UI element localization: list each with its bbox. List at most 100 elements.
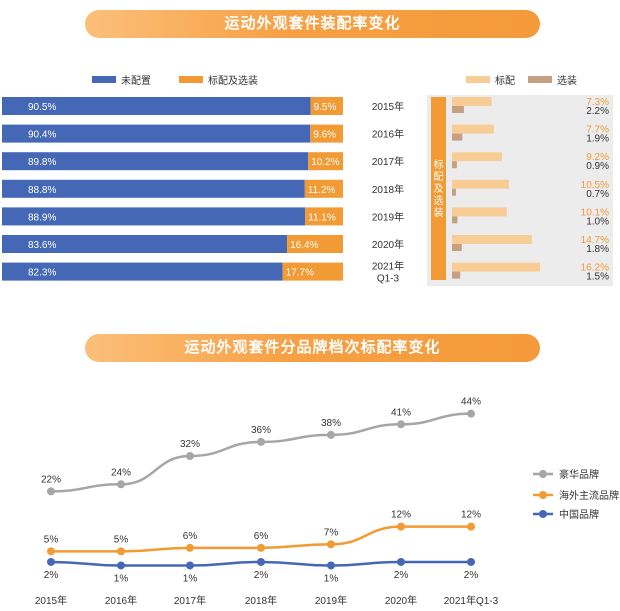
bar-label-not-configured: 90.5% [28, 102, 56, 113]
point-luxury [467, 409, 475, 418]
point-overseas [47, 547, 55, 556]
side-panel-label-char: 选 [434, 194, 444, 207]
bar-label-standard-optional: 9.6% [313, 130, 336, 141]
point-overseas [327, 540, 335, 549]
point-overseas [467, 522, 475, 531]
bar-label-standard-optional: 17.7% [286, 268, 314, 279]
legend-label-overseas: 海外主流品牌 [559, 489, 619, 502]
point-label-luxury: 41% [391, 407, 411, 418]
point-luxury [47, 487, 55, 496]
point-label-luxury: 38% [321, 418, 341, 429]
bar-label-not-configured: 90.4% [28, 130, 56, 141]
bar-label-standard: 10.5% [581, 180, 609, 191]
x-tick-label: 2020年 [385, 594, 417, 607]
legend-marker-overseas [539, 491, 547, 499]
legend-label-optional: 选装 [557, 76, 577, 87]
point-label-chinese: 2% [394, 570, 409, 581]
bar-label-optional: 2.2% [586, 106, 609, 117]
point-overseas [397, 522, 405, 531]
legend-label-standard-optional: 标配及选装 [208, 76, 258, 87]
point-label-overseas: 5% [44, 534, 59, 545]
point-label-overseas: 12% [391, 510, 411, 521]
bar-label-optional: 1.5% [586, 272, 609, 283]
legend-marker-chinese [539, 510, 547, 518]
point-chinese [467, 557, 475, 566]
bar-label-not-configured: 88.8% [28, 185, 56, 196]
section2-title: 运动外观套件分品牌档次标配率变化 [85, 334, 540, 362]
bar-label-standard-optional: 16.4% [290, 240, 318, 251]
point-overseas [257, 543, 265, 552]
bar-label-standard-optional: 11.2% [308, 185, 336, 196]
legend-swatch-tan [528, 76, 552, 83]
point-label-luxury: 32% [180, 439, 200, 450]
legend-label-not-configured: 未配置 [121, 76, 151, 87]
bar-label-optional: 1.9% [586, 134, 609, 145]
year-label: 2016年 [372, 128, 404, 141]
legend-standard: 标配 [466, 72, 515, 87]
side-panel-label-bar [431, 97, 446, 280]
point-label-chinese: 2% [464, 570, 479, 581]
point-label-overseas: 12% [461, 510, 481, 521]
side-panel-label-char: 标 [434, 159, 444, 171]
point-overseas [117, 547, 125, 556]
point-label-chinese: 2% [254, 570, 269, 581]
bar-standard [452, 207, 507, 217]
bar-standard-optional [282, 262, 343, 281]
point-chinese [327, 561, 335, 570]
bar-label-standard-optional: 11.1% [308, 212, 336, 223]
year-label: 2020年 [372, 238, 404, 251]
bar-optional [452, 271, 461, 279]
bar-standard-optional [308, 152, 343, 171]
point-chinese [257, 557, 265, 566]
point-label-luxury: 22% [41, 474, 61, 485]
point-label-chinese: 2% [44, 570, 59, 581]
bar-label-not-configured: 82.3% [28, 268, 56, 279]
point-luxury [327, 430, 335, 439]
bar-optional [452, 188, 456, 196]
point-label-overseas: 5% [114, 534, 129, 545]
point-label-luxury: 36% [251, 425, 271, 436]
point-chinese [47, 557, 55, 566]
bar-label-standard: 10.1% [581, 207, 609, 218]
year-label: 2021年 [372, 260, 404, 273]
year-label: 2015年 [372, 100, 404, 113]
bar-not-configured [2, 235, 288, 253]
legend-swatch-blue [92, 76, 116, 83]
bar-label-standard-optional: 9.5% [314, 102, 337, 113]
point-label-luxury: 44% [461, 397, 481, 408]
year-label: 2017年 [372, 155, 404, 168]
point-label-overseas: 6% [183, 531, 198, 542]
year-label: 2018年 [372, 183, 404, 196]
legend-swatch-orange [179, 76, 203, 83]
year-label: 2019年 [372, 210, 404, 223]
side-panel-label-char: 及 [434, 183, 444, 195]
point-overseas [186, 543, 194, 552]
year-label-sub: Q1-3 [377, 274, 400, 285]
legend-optional: 选装 [528, 72, 577, 87]
bar-optional [452, 161, 457, 169]
point-luxury [257, 437, 265, 446]
point-label-chinese: 1% [324, 573, 339, 584]
bar-label-optional: 0.9% [586, 161, 609, 172]
bar-optional [452, 216, 458, 224]
bar-standard-optional [287, 235, 343, 253]
bar-label-standard: 7.3% [586, 97, 609, 108]
bar-standard [452, 235, 532, 244]
point-label-luxury: 24% [111, 467, 131, 478]
bar-standard-optional [305, 207, 343, 226]
point-luxury [117, 480, 125, 489]
series-line-chinese [50, 560, 471, 567]
bar-optional [452, 106, 464, 113]
legend-marker-luxury [539, 470, 547, 478]
bar-not-configured [2, 179, 305, 198]
bar-label-not-configured: 89.8% [28, 157, 56, 168]
section1-title: 运动外观套件装配率变化 [85, 10, 540, 38]
x-tick-label: 2015年 [35, 594, 67, 607]
point-label-chinese: 1% [114, 573, 129, 584]
bar-standard [452, 97, 492, 106]
bar-not-configured [2, 124, 311, 143]
bar-label-optional: 0.7% [586, 189, 609, 200]
x-tick-label: 2021年Q1-3 [444, 594, 499, 607]
point-label-overseas: 6% [254, 531, 269, 542]
x-tick-label: 2016年 [105, 594, 137, 607]
